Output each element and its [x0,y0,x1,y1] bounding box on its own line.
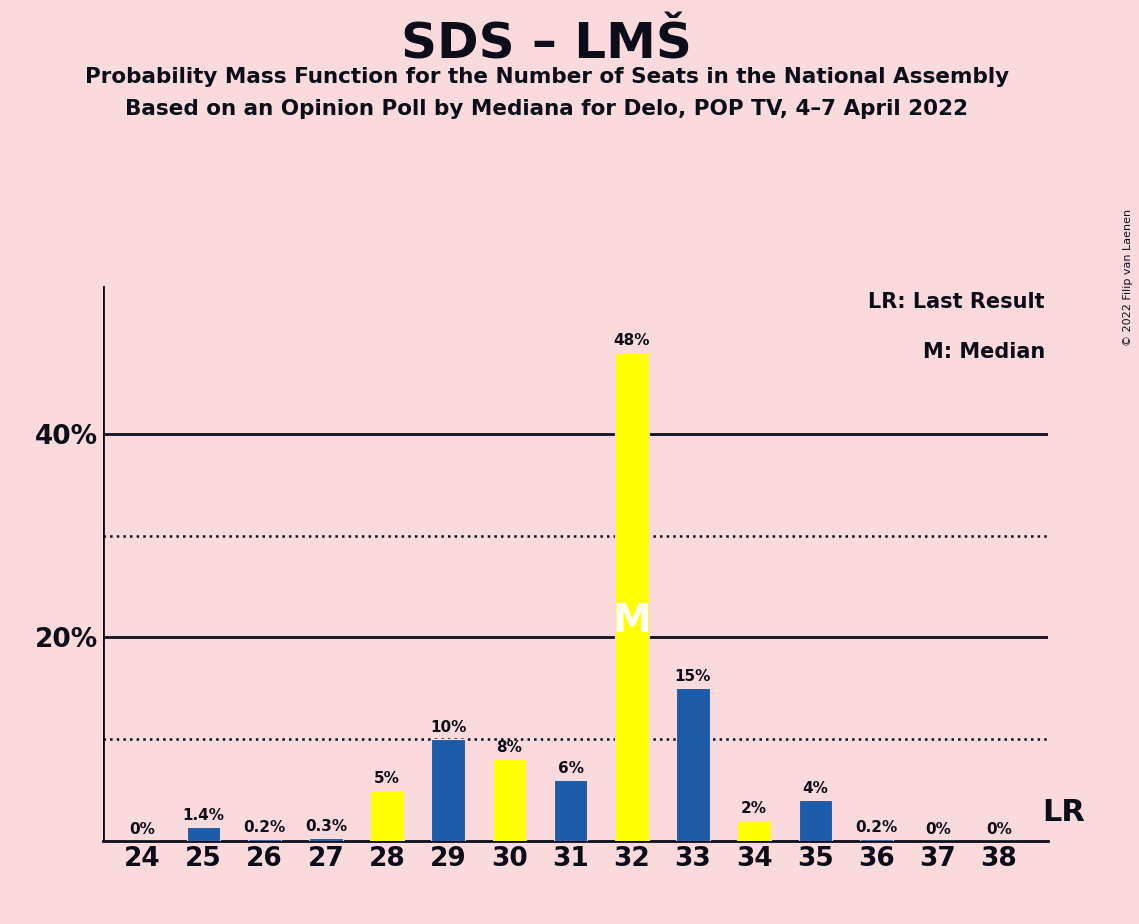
Text: 0%: 0% [130,821,155,837]
Bar [309,838,343,841]
Text: 0%: 0% [925,821,951,837]
Bar [248,839,281,841]
Bar [187,827,220,841]
Text: 8%: 8% [497,740,523,756]
Text: M: M [613,602,652,640]
Text: M: Median: M: Median [923,342,1044,362]
Bar [432,739,465,841]
Text: 1.4%: 1.4% [182,808,224,822]
Bar [615,353,648,841]
Text: 6%: 6% [558,760,583,776]
Text: © 2022 Filip van Laenen: © 2022 Filip van Laenen [1123,209,1132,346]
Text: 48%: 48% [614,334,650,348]
Bar [370,790,404,841]
Text: 0.2%: 0.2% [855,820,898,834]
Text: SDS – LMŠ: SDS – LMŠ [401,20,693,68]
Text: Probability Mass Function for the Number of Seats in the National Assembly: Probability Mass Function for the Number… [84,67,1009,87]
Text: 10%: 10% [431,720,466,736]
Text: 4%: 4% [802,781,828,796]
Bar [677,688,710,841]
Bar [737,821,771,841]
Text: 0.3%: 0.3% [305,819,347,833]
Text: Based on an Opinion Poll by Mediana for Delo, POP TV, 4–7 April 2022: Based on an Opinion Poll by Mediana for … [125,99,968,119]
Bar [860,839,893,841]
Bar [798,800,833,841]
Text: 0%: 0% [986,821,1011,837]
Text: LR: Last Result: LR: Last Result [868,292,1044,312]
Bar [554,780,588,841]
Text: 0.2%: 0.2% [244,820,286,834]
Text: 5%: 5% [374,771,400,786]
Text: 15%: 15% [674,669,711,684]
Text: 2%: 2% [741,801,768,817]
Text: LR: LR [1042,797,1084,827]
Bar [492,760,526,841]
